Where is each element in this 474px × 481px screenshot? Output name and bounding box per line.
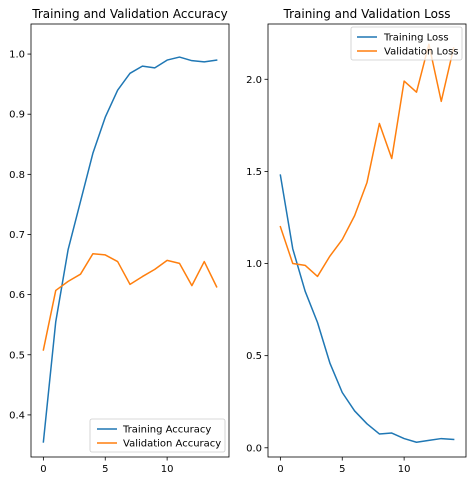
legend-box — [89, 418, 226, 453]
chart-title: Training and Validation Accuracy — [31, 7, 227, 21]
series-line-training-loss — [279, 174, 455, 444]
loss-chart: Training and Validation Loss 0.0 0.5 1.0 1.… — [246, 7, 467, 475]
x-axis: 0 5 10 — [40, 457, 173, 475]
accuracy-chart: Training and Validation Accuracy 0.40.50… — [9, 7, 230, 475]
y-axis: 0.0 0.5 1.0 1.5 2.0 — [246, 75, 268, 454]
legend: Training Loss Validation Loss — [350, 26, 463, 61]
y-tick-label: 0.4 — [9, 410, 25, 421]
series-line-training-accuracy — [42, 56, 218, 443]
x-tick-label: 0 — [277, 464, 283, 475]
y-tick-label: 0.6 — [9, 290, 25, 301]
y-tick-label: 0.8 — [9, 170, 25, 181]
legend-label-training-accuracy: Training Accuracy — [122, 425, 211, 436]
series-lines — [279, 43, 455, 444]
y-tick-label: 2.0 — [246, 75, 262, 86]
y-tick-label: 0.5 — [9, 350, 25, 361]
x-axis: 0 5 10 — [277, 457, 410, 475]
y-tick-label: 0.5 — [246, 351, 262, 362]
y-tick-label: 0.9 — [9, 110, 25, 121]
x-tick-label: 5 — [339, 464, 345, 475]
y-tick-label: 0.7 — [9, 230, 25, 241]
y-tick-label: 1.0 — [246, 259, 262, 270]
series-line-validation-accuracy — [42, 252, 218, 351]
plot-frame — [30, 23, 230, 458]
x-tick-label: 10 — [398, 464, 411, 475]
y-tick-label: 0.0 — [246, 443, 262, 454]
legend-box — [350, 26, 463, 61]
x-tick-label: 0 — [40, 464, 46, 475]
x-tick-label: 10 — [161, 464, 174, 475]
chart-title: Training and Validation Loss — [283, 7, 451, 21]
series-lines — [42, 56, 218, 443]
series-line-validation-loss — [279, 43, 455, 278]
plot-frame — [267, 23, 467, 458]
y-tick-label: 1.5 — [246, 167, 262, 178]
legend-label-validation-accuracy: Validation Accuracy — [123, 439, 221, 450]
legend-label-validation-loss: Validation Loss — [384, 47, 459, 58]
legend: Training Accuracy Validation Accuracy — [89, 418, 226, 453]
x-tick-label: 5 — [102, 464, 108, 475]
legend-label-training-loss: Training Loss — [383, 33, 449, 44]
y-tick-label: 1.0 — [9, 50, 25, 61]
y-axis: 0.4 0.5 0.6 0.7 0.8 0.9 1.0 — [9, 50, 31, 421]
